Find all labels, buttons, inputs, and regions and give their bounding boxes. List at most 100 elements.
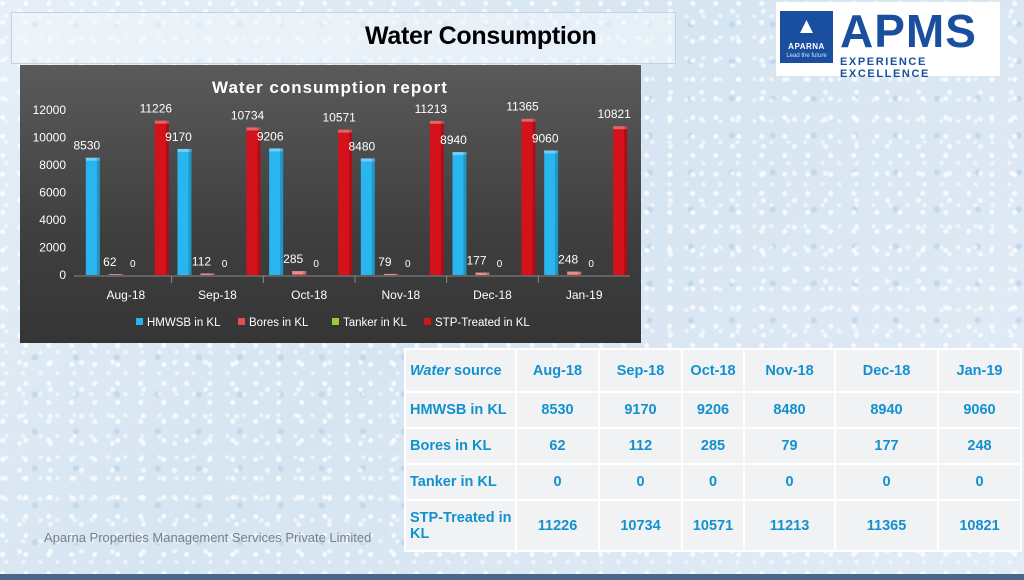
table-cell: 11365 xyxy=(834,499,939,552)
bar-shade xyxy=(349,129,353,275)
bottom-bar xyxy=(0,574,1024,580)
table-cell: 0 xyxy=(937,463,1022,501)
data-label: 8530 xyxy=(73,139,100,153)
legend-swatch xyxy=(332,318,339,325)
bar-shade xyxy=(486,272,490,275)
bar xyxy=(177,148,192,275)
table-row: HMWSB in KL 8530 9170 9206 8480 8940 906… xyxy=(404,391,1022,429)
bar-highlight xyxy=(360,158,375,162)
bar xyxy=(429,120,444,275)
data-label: 9060 xyxy=(532,131,559,145)
bar xyxy=(360,158,375,275)
data-label: 0 xyxy=(405,259,411,270)
table-cell: 62 xyxy=(515,427,600,465)
bar-shade xyxy=(257,127,261,275)
data-label: 10821 xyxy=(597,107,631,121)
table-cell: 285 xyxy=(681,427,745,465)
table-col-header: Jan-19 xyxy=(937,348,1022,393)
data-label: 11226 xyxy=(140,102,173,116)
bar-shade xyxy=(211,273,215,275)
y-tick-label: 10000 xyxy=(33,131,67,145)
bar-highlight xyxy=(521,118,536,122)
x-tick-label: Jan-19 xyxy=(566,288,603,302)
data-label: 8940 xyxy=(440,133,467,147)
chart-panel: Water consumption report 0 2000 4000 6000 800… xyxy=(20,65,641,343)
table-cell: 10571 xyxy=(681,499,745,552)
bar xyxy=(452,152,467,275)
table-row: STP-Treated in KL 11226 10734 10571 1121… xyxy=(404,499,1022,552)
bar-highlight xyxy=(452,152,467,156)
y-tick-label: 12000 xyxy=(33,103,67,117)
bar-highlight xyxy=(292,271,307,275)
bar xyxy=(108,274,123,275)
y-tick-label: 0 xyxy=(59,268,66,282)
aparna-a-icon: ▲ xyxy=(795,13,818,38)
table-cell: 9060 xyxy=(937,391,1022,429)
table-col-header: Oct-18 xyxy=(681,348,745,393)
data-label: 10734 xyxy=(231,108,265,122)
table-row: Tanker in KL 0 0 0 0 0 0 xyxy=(404,463,1022,501)
data-label: 9206 xyxy=(257,129,284,143)
data-label: 0 xyxy=(222,259,228,270)
aparna-logo-mark: ▲ APARNA Lead the future xyxy=(780,11,833,63)
bar xyxy=(383,273,398,275)
table-col-header: Nov-18 xyxy=(743,348,836,393)
logo-mark-tagline: Lead the future xyxy=(786,53,827,59)
bar-shade xyxy=(119,274,123,275)
legend-label: Tanker in KL xyxy=(343,317,408,329)
logo-brand: APMS xyxy=(840,5,977,57)
bar xyxy=(338,129,353,275)
legend-label: STP-Treated in KL xyxy=(435,317,530,329)
table-cell: 10734 xyxy=(598,499,683,552)
table-col-header: Aug-18 xyxy=(515,348,600,393)
bar-shade xyxy=(624,126,628,276)
data-label: 0 xyxy=(313,259,319,270)
bar-shade xyxy=(555,150,559,275)
x-tick-label: Oct-18 xyxy=(291,288,327,302)
table-col-header: Dec-18 xyxy=(834,348,939,393)
data-label: 0 xyxy=(588,259,594,270)
row-label: Bores in KL xyxy=(404,427,517,465)
table-cell: 11226 xyxy=(515,499,600,552)
row-label: Tanker in KL xyxy=(404,463,517,501)
x-tick-label: Dec-18 xyxy=(473,288,512,302)
bar xyxy=(154,120,169,275)
bar-shade xyxy=(303,271,307,275)
data-label: 79 xyxy=(378,255,392,269)
bar-highlight xyxy=(567,271,582,275)
bar-highlight xyxy=(429,120,444,124)
bar-shade xyxy=(440,120,444,275)
bar-highlight xyxy=(246,127,261,131)
bar xyxy=(475,272,490,275)
table-cell: 0 xyxy=(834,463,939,501)
table-cell: 0 xyxy=(598,463,683,501)
chart-title: Water consumption report xyxy=(212,78,448,97)
bar-highlight xyxy=(613,126,628,130)
bar-highlight xyxy=(338,129,353,133)
bar-highlight xyxy=(108,274,123,275)
table-cell: 11213 xyxy=(743,499,836,552)
bar-highlight xyxy=(269,148,284,152)
data-label: 285 xyxy=(283,252,303,266)
data-label: 8480 xyxy=(348,139,375,153)
bar-highlight xyxy=(475,272,490,275)
table-cell: 10821 xyxy=(937,499,1022,552)
bar-highlight xyxy=(383,273,398,275)
bar xyxy=(200,273,215,275)
table-header-row: Water source Aug-18 Sep-18 Oct-18 Nov-18… xyxy=(404,348,1022,393)
bar-shade xyxy=(188,148,192,275)
table-cell: 9170 xyxy=(598,391,683,429)
bar xyxy=(521,118,536,275)
data-label: 62 xyxy=(103,255,117,269)
row-label: HMWSB in KL xyxy=(404,391,517,429)
bar-highlight xyxy=(177,148,192,152)
table-header-source: Water source xyxy=(404,348,517,393)
row-label: STP-Treated in KL xyxy=(404,499,517,552)
table-cell: 79 xyxy=(743,427,836,465)
footer-company-name: Aparna Properties Management Services Pr… xyxy=(44,530,372,545)
legend-swatch xyxy=(424,318,431,325)
data-label: 248 xyxy=(558,253,578,267)
bar xyxy=(292,271,307,275)
legend-label: HMWSB in KL xyxy=(147,317,221,329)
header-rest: source xyxy=(450,362,502,379)
